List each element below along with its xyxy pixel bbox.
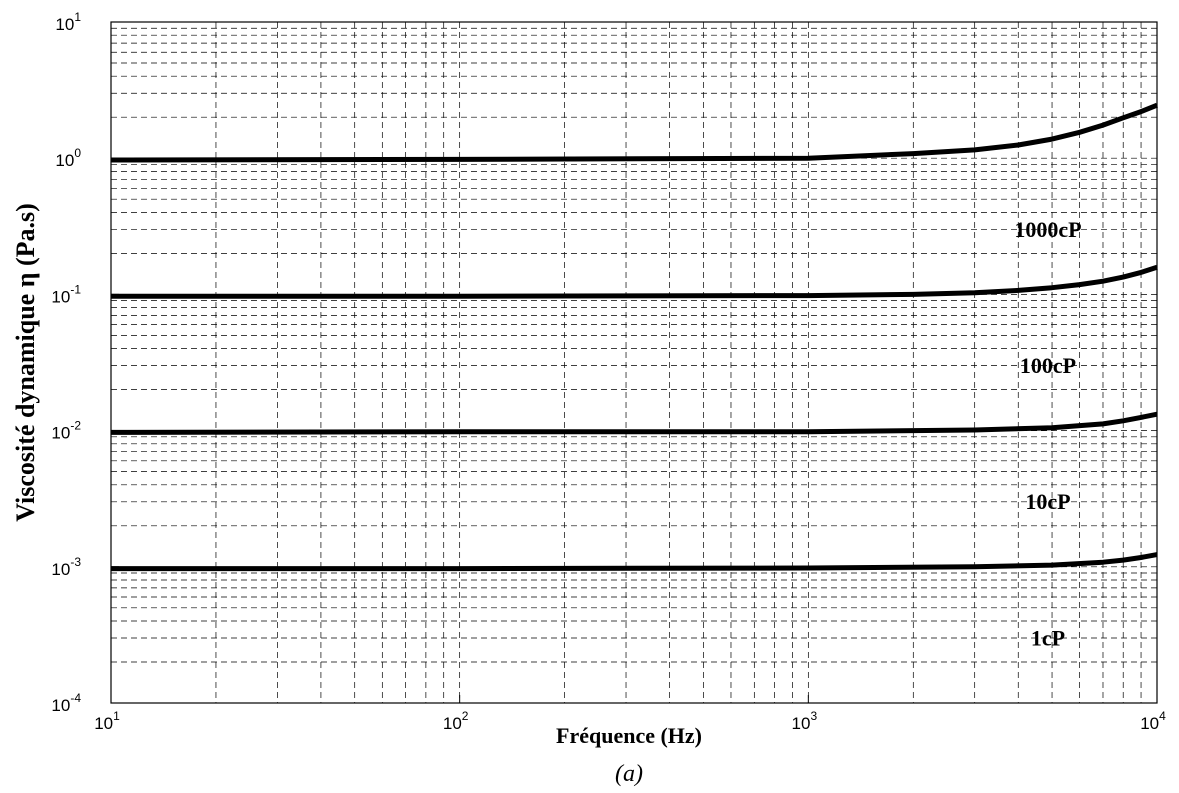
series-annotation: 1000cP — [1014, 217, 1081, 242]
x-tick-label: 101 — [94, 709, 120, 733]
y-tick-label: 101 — [55, 10, 81, 34]
y-tick-label: 10-3 — [51, 555, 81, 579]
series-line-100cp — [111, 264, 1158, 299]
x-axis-label: Fréquence (Hz) — [556, 723, 702, 748]
y-axis-label: Viscosité dynamique η (Pa.s) — [11, 203, 40, 522]
x-tick-label: 104 — [1140, 709, 1166, 733]
series-line-1cp — [111, 552, 1158, 572]
figure-caption: (a) — [615, 761, 643, 787]
grid — [110, 21, 1158, 704]
series-annotation: 1cP — [1031, 625, 1065, 650]
series-layer — [110, 102, 1158, 572]
series-annotation: 100cP — [1020, 353, 1076, 378]
series-annotations: 1000cP 100cP 10cP 1cP — [1014, 217, 1081, 651]
y-tick-label: 10-2 — [51, 419, 81, 443]
series-annotation: 10cP — [1025, 489, 1070, 514]
series-line-10cp — [110, 411, 1158, 435]
x-tick-label: 102 — [443, 709, 469, 733]
plot-frame — [110, 21, 1158, 704]
series-line-1000cp — [110, 102, 1158, 163]
y-tick-label: 10-1 — [51, 282, 81, 306]
y-tick-label: 100 — [55, 146, 81, 170]
y-tick-labels: 101 100 10-1 10-2 10-3 10-4 — [51, 10, 81, 715]
x-tick-label: 103 — [792, 709, 818, 733]
y-tick-label: 10-4 — [51, 691, 81, 715]
